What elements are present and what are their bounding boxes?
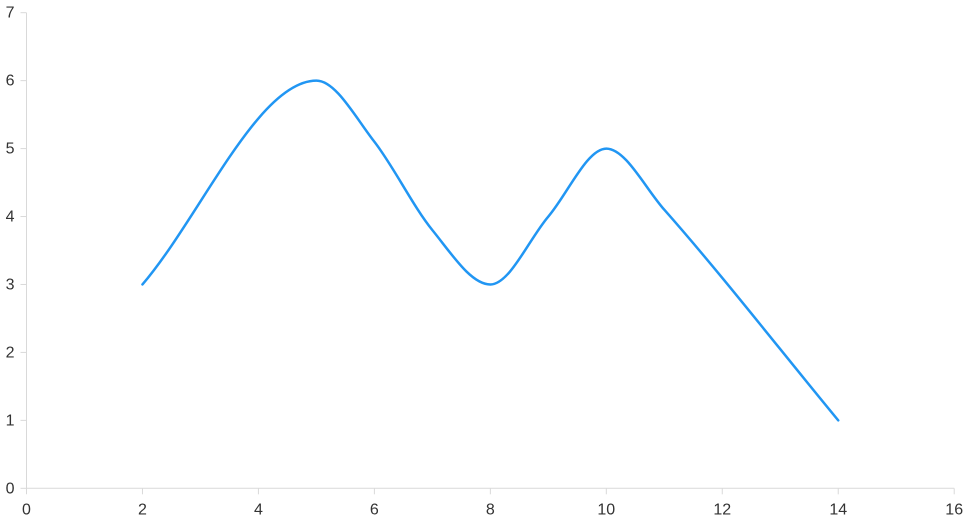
svg-text:10: 10 bbox=[597, 501, 615, 518]
svg-text:14: 14 bbox=[829, 501, 847, 518]
svg-text:0: 0 bbox=[6, 480, 15, 497]
svg-text:7: 7 bbox=[6, 5, 15, 22]
svg-text:8: 8 bbox=[486, 501, 495, 518]
svg-text:3: 3 bbox=[6, 276, 15, 293]
svg-text:0: 0 bbox=[22, 501, 31, 518]
svg-text:4: 4 bbox=[254, 501, 263, 518]
svg-text:12: 12 bbox=[713, 501, 731, 518]
svg-text:1: 1 bbox=[6, 412, 15, 429]
svg-text:6: 6 bbox=[6, 73, 15, 90]
svg-text:2: 2 bbox=[6, 344, 15, 361]
svg-text:4: 4 bbox=[6, 209, 15, 226]
svg-text:2: 2 bbox=[138, 501, 147, 518]
svg-text:5: 5 bbox=[6, 141, 15, 158]
svg-text:6: 6 bbox=[370, 501, 379, 518]
svg-text:16: 16 bbox=[945, 501, 963, 518]
